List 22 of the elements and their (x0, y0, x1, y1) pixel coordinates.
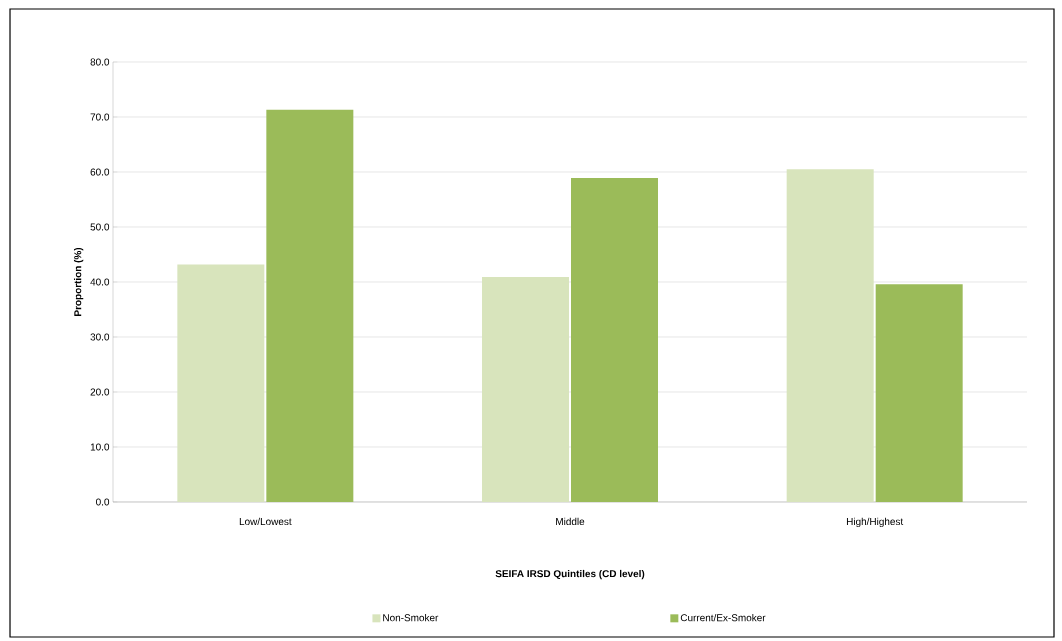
y-tick-label: 80.0 (90, 58, 110, 66)
bar (266, 109, 354, 502)
bar (571, 178, 658, 502)
y-tick-label: 70.0 (90, 113, 110, 121)
x-axis-title: SEIFA IRSD Quintiles (CD level) (495, 569, 645, 580)
y-tick-label: 0.0 (96, 498, 110, 506)
bar (177, 264, 265, 502)
y-tick-label: 20.0 (90, 388, 110, 396)
y-axis-title: Proportion (%) (73, 247, 84, 316)
legend-label: Current/Ex-Smoker (680, 613, 766, 622)
x-tick-label: Low/Lowest (239, 517, 292, 526)
x-tick-label: Middle (556, 517, 585, 526)
legend-label: Non-Smoker (383, 613, 439, 622)
bar (786, 169, 874, 502)
bar (875, 284, 963, 502)
bar (482, 277, 570, 502)
y-tick-label: 10.0 (90, 443, 110, 451)
y-tick-label: 40.0 (90, 278, 110, 286)
y-tick-label: 30.0 (90, 333, 110, 341)
y-tick-label: 50.0 (90, 223, 110, 231)
y-tick-label: 60.0 (90, 168, 110, 176)
x-tick-label: High/Highest (846, 517, 904, 528)
